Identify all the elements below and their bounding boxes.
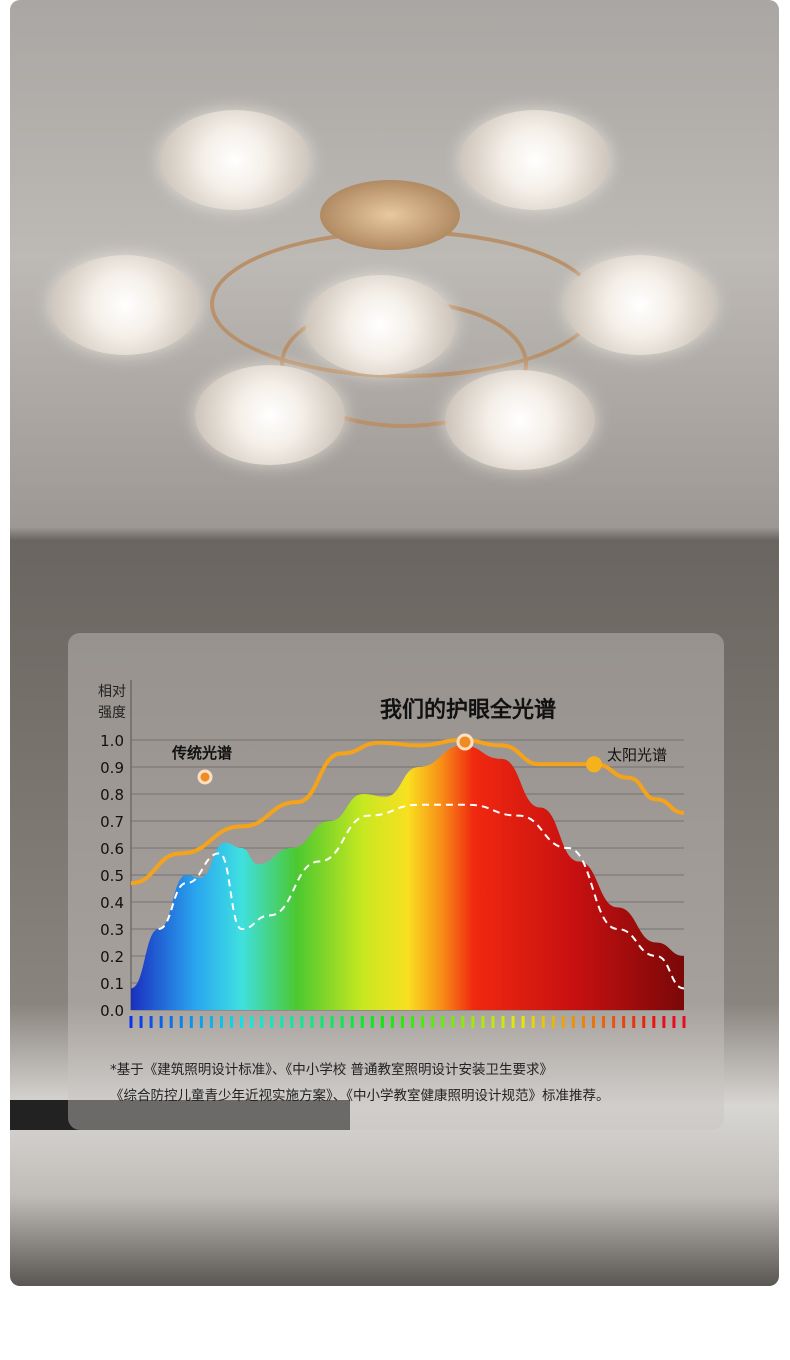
wavelength-tick (209, 1016, 213, 1028)
note-line-2: 《综合防控儿童青少年近视实施方案》、《中小学教室健康照明设计规范》标准推荐。 (110, 1088, 610, 1104)
wavelength-tick (360, 1016, 364, 1028)
wavelength-tick (230, 1016, 234, 1028)
y-axis-label-line2: 强度 (98, 705, 126, 721)
sun-spectrum-line (130, 737, 685, 886)
lamp-shade (50, 255, 200, 355)
wavelength-tick (189, 1016, 193, 1028)
y-tick-label: 0.8 (100, 786, 124, 804)
note-line-1: *基于《建筑照明设计标准》、《中小学校 普通教室照明设计安装卫生要求》 (110, 1062, 554, 1078)
wavelength-tick (471, 1016, 475, 1028)
coffee-table (10, 1100, 350, 1130)
wavelength-tick (571, 1016, 575, 1028)
wavelength-tick (451, 1016, 455, 1028)
y-tick-label: 0.7 (100, 813, 124, 831)
wavelength-tick (340, 1016, 344, 1028)
chart-title: 我们的护眼全光谱 (380, 697, 556, 723)
wavelength-tick (551, 1016, 555, 1028)
wavelength-tick (260, 1016, 264, 1028)
wavelength-tick (370, 1016, 374, 1028)
wavelength-tick (250, 1016, 254, 1028)
wavelength-tick (431, 1016, 435, 1028)
wavelength-tick (350, 1016, 354, 1028)
wavelength-tick (270, 1016, 274, 1028)
wavelength-tick (159, 1016, 163, 1028)
wavelength-tick (290, 1016, 294, 1028)
y-tick-label: 0.4 (100, 894, 124, 912)
lamp-shade (565, 255, 715, 355)
y-tick-label: 0.9 (100, 759, 124, 777)
wavelength-tick (199, 1016, 203, 1028)
product-photo-chandelier (10, 0, 779, 1286)
lamp-shade (305, 275, 455, 375)
wavelength-tick (320, 1016, 324, 1028)
wavelength-tick (662, 1016, 666, 1028)
y-tick-label: 0.0 (100, 1002, 124, 1020)
wavelength-tick (390, 1016, 394, 1028)
wavelength-tick (581, 1016, 585, 1028)
wavelength-tick (240, 1016, 244, 1028)
wavelength-tick (481, 1016, 485, 1028)
wavelength-tick (622, 1016, 626, 1028)
wavelength-tick (300, 1016, 304, 1028)
wavelength-tick (169, 1016, 173, 1028)
wavelength-tick (632, 1016, 636, 1028)
legend-traditional-marker (197, 769, 213, 785)
y-tick-label: 0.5 (100, 867, 124, 885)
wavelength-tick (652, 1016, 656, 1028)
y-tick-label: 0.3 (100, 921, 124, 939)
wavelength-tick (612, 1016, 616, 1028)
y-tick-label: 1.0 (100, 732, 124, 750)
wavelength-tick (179, 1016, 183, 1028)
wavelength-tick (400, 1016, 404, 1028)
wavelength-tick (511, 1016, 515, 1028)
wavelength-tick (602, 1016, 606, 1028)
wavelength-tick (441, 1016, 445, 1028)
lamp-shade (160, 110, 310, 210)
sun-marker (586, 756, 602, 773)
wavelength-tick (380, 1016, 384, 1028)
wavelength-tick (461, 1016, 465, 1028)
wavelength-tick (310, 1016, 314, 1028)
wavelength-tick (219, 1016, 223, 1028)
wavelength-tick (682, 1016, 686, 1028)
chandelier-base (320, 180, 460, 250)
wavelength-tick (421, 1016, 425, 1028)
legend-traditional: 传统光谱 (171, 744, 232, 762)
wavelength-tick (561, 1016, 565, 1028)
wavelength-tick (592, 1016, 596, 1028)
wavelength-tick (672, 1016, 676, 1028)
wavelength-tick (501, 1016, 505, 1028)
y-tick-label: 0.6 (100, 840, 124, 858)
standards-note: *基于《建筑照明设计标准》、《中小学校 普通教室照明设计安装卫生要求》 《综合防… (110, 1057, 610, 1109)
full-spectrum-area (131, 745, 684, 1010)
wavelength-tick (149, 1016, 153, 1028)
wavelength-tick (280, 1016, 284, 1028)
lamp-shade (445, 370, 595, 470)
y-axis-label-line1: 相对 (98, 684, 126, 700)
traditional-spectrum-line (158, 803, 685, 990)
legend-sun: 太阳光谱 (607, 746, 667, 764)
wavelength-tick (541, 1016, 545, 1028)
wavelength-tick (139, 1016, 143, 1028)
y-tick-label: 0.2 (100, 948, 124, 966)
wavelength-tick (642, 1016, 646, 1028)
wavelength-tick (491, 1016, 495, 1028)
wavelength-tick (129, 1016, 133, 1028)
lamp-shade (460, 110, 610, 210)
lamp-shade (195, 365, 345, 465)
wavelength-tick (531, 1016, 535, 1028)
y-tick-label: 0.1 (100, 975, 124, 993)
wavelength-tick (521, 1016, 525, 1028)
peak-marker (456, 733, 474, 751)
wavelength-tick (330, 1016, 334, 1028)
wavelength-tick (411, 1016, 415, 1028)
